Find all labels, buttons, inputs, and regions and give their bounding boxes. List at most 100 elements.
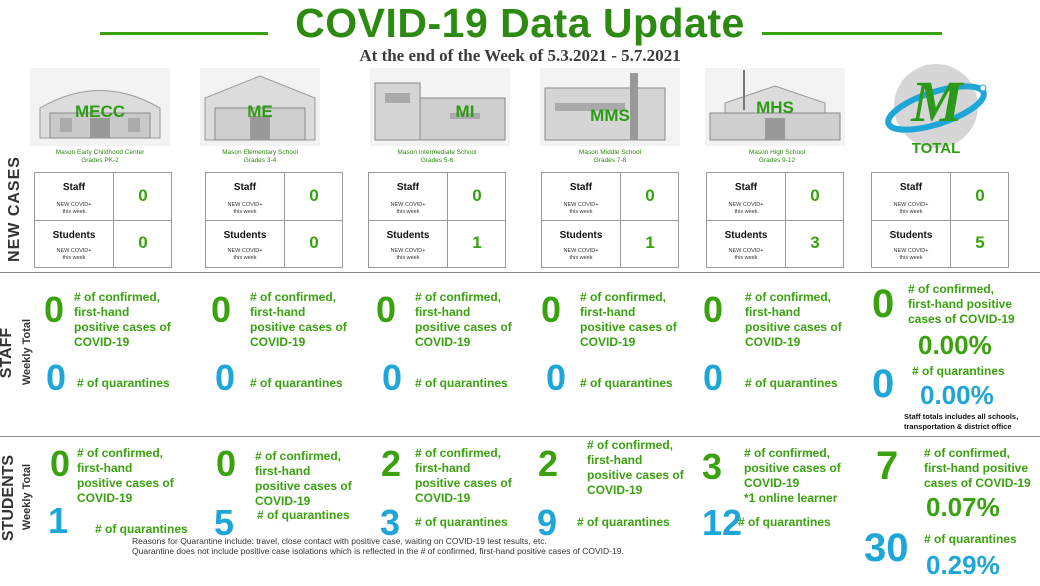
staff-quarantines-mecc: 0 — [46, 357, 67, 398]
student-quarantines-mi: 3 — [380, 502, 401, 543]
page-subtitle: At the end of the Week of 5.3.2021 - 5.7… — [359, 46, 681, 65]
student-quarantines-total: 30 — [864, 526, 909, 570]
staff-confirmed-desc: # of confirmed, first-hand positive cases … — [580, 290, 677, 349]
building-icon — [200, 68, 320, 146]
title-rule-left — [100, 32, 268, 35]
staff-quarantines-desc: # of quarantines — [580, 376, 673, 390]
school-abbr: ME — [247, 102, 273, 121]
school-full-name-me: Mason Elementary School Grades 3-4 — [222, 149, 298, 164]
side-label-students-weekly: Weekly Total — [21, 463, 33, 531]
new-students-value: 3 — [810, 233, 820, 252]
school-abbr: MHS — [756, 98, 794, 117]
students-label: Students — [52, 230, 96, 241]
students-sub: NEW COVID+ this week — [227, 248, 263, 261]
school-full-name-mi: Mason Intermediate School Grades 5-6 — [397, 149, 477, 164]
quarantine-notes: Reasons for Quarantine include: travel, … — [132, 536, 624, 556]
staff-label: Staff — [233, 182, 257, 193]
section-divider — [0, 436, 1040, 437]
section-divider — [0, 272, 1040, 273]
student-confirmed-desc: # of confirmed, first-hand positive cases … — [587, 438, 684, 497]
staff-quarantines-me: 0 — [215, 357, 236, 398]
side-label-new-cases: NEW CASES — [6, 156, 23, 262]
student-confirmed-mi: 2 — [381, 443, 402, 484]
side-label-students: STUDENTS — [0, 454, 17, 542]
staff-confirmed-mi: 0 — [376, 289, 397, 330]
student-quarantines-mhs: 12 — [702, 502, 743, 543]
staff-quarantines-total-desc: # of quarantines — [912, 364, 1005, 378]
student-quarantines-desc: # of quarantines — [577, 515, 670, 529]
staff-quarantines-mms: 0 — [546, 357, 567, 398]
staff-quarantines-mi: 0 — [382, 357, 403, 398]
new-students-value: 0 — [309, 233, 319, 252]
students-label: Students — [223, 230, 267, 241]
staff-confirmed-total: 0 — [872, 282, 895, 326]
student-confirmed-total: 7 — [876, 444, 899, 488]
staff-quarantines-desc: # of quarantines — [250, 376, 343, 390]
title-rule-right — [762, 32, 942, 35]
staff-sub: NEW COVID+ this week — [563, 202, 599, 215]
student-confirmed-mecc: 0 — [50, 443, 71, 484]
page-title: COVID-19 Data Update — [295, 0, 745, 46]
new-cases-box-mhs: Staff NEW COVID+ this week 0 Students NEW… — [706, 172, 844, 268]
student-quarantines-desc: # of quarantines — [95, 522, 188, 536]
school-abbr: MMS — [590, 106, 630, 125]
staff-sub: NEW COVID+ this week — [390, 202, 426, 215]
school-image-mms: MMS — [540, 68, 680, 146]
student-quarantines-desc: # of quarantines — [738, 515, 831, 529]
student-confirmed-mhs: 3 — [702, 446, 723, 487]
student-quarantines-pct: 0.29% — [926, 550, 1000, 580]
student-confirmed-mms: 2 — [538, 443, 559, 484]
staff-quarantines-mhs: 0 — [703, 357, 724, 398]
new-staff-value: 0 — [309, 186, 319, 205]
new-students-value: 0 — [138, 233, 148, 252]
mason-logo-icon — [885, 64, 987, 148]
staff-sub: NEW COVID+ this week — [893, 202, 929, 215]
students-label: Students — [386, 230, 430, 241]
student-quarantines-desc: # of quarantines — [257, 508, 350, 522]
staff-quarantines-desc: # of quarantines — [415, 376, 508, 390]
staff-quarantines-pct: 0.00% — [920, 380, 994, 410]
staff-confirmed-pct: 0.00% — [918, 330, 992, 360]
student-confirmed-total-desc: # of confirmed, first-hand positive cases … — [924, 446, 1031, 490]
staff-quarantines-desc: # of quarantines — [77, 376, 170, 390]
staff-confirmed-desc: # of confirmed, first-hand positive cases … — [250, 290, 347, 349]
side-label-staff-weekly: Weekly Total — [21, 318, 33, 386]
school-abbr: MI — [455, 102, 475, 121]
new-cases-box-mecc: Staff NEW COVID+ this week 0 Students NEW… — [34, 172, 172, 268]
staff-quarantines-desc: # of quarantines — [745, 376, 838, 390]
staff-confirmed-desc: # of confirmed, first-hand positive cases … — [745, 290, 842, 349]
staff-label: Staff — [396, 182, 420, 193]
new-cases-box-mi: Staff NEW COVID+ this week 0 Students NEW… — [368, 172, 506, 268]
building-icon — [370, 68, 510, 146]
students-sub: NEW COVID+ this week — [728, 248, 764, 261]
building-icon — [705, 68, 845, 146]
students-sub: NEW COVID+ this week — [563, 248, 599, 261]
students-label: Students — [559, 230, 603, 241]
student-quarantines-mms: 9 — [537, 502, 558, 543]
new-staff-value: 0 — [810, 186, 820, 205]
side-label-staff: STAFF — [0, 327, 15, 379]
student-confirmed-pct: 0.07% — [926, 492, 1000, 522]
students-label: Students — [889, 230, 933, 241]
staff-confirmed-mms: 0 — [541, 289, 562, 330]
new-staff-value: 0 — [645, 186, 655, 205]
staff-totals-note: Staff totals includes all schools, trans… — [904, 412, 1019, 431]
school-image-mi: MI — [370, 68, 510, 146]
school-full-name-mecc: Mason Early Childhood Center Grades PK-2 — [55, 149, 145, 164]
total-label: TOTAL — [911, 140, 961, 157]
new-students-value: 5 — [975, 233, 985, 252]
staff-label: Staff — [734, 182, 758, 193]
student-confirmed-desc: # of confirmed, first-hand positive cases … — [415, 446, 512, 505]
staff-label: Staff — [899, 182, 923, 193]
staff-sub: NEW COVID+ this week — [56, 202, 92, 215]
staff-confirmed-desc: # of confirmed, first-hand positive cases … — [74, 290, 171, 349]
staff-quarantines-total: 0 — [872, 362, 895, 406]
student-confirmed-desc: # of confirmed, first-hand positive cases … — [77, 446, 174, 505]
student-quarantines-total-desc: # of quarantines — [924, 532, 1017, 546]
school-image-mecc: MECC — [30, 68, 170, 146]
new-staff-value: 0 — [138, 186, 148, 205]
staff-sub: NEW COVID+ this week — [728, 202, 764, 215]
student-confirmed-desc-mhs: # of confirmed, positive cases of COVID-19… — [744, 446, 841, 505]
students-sub: NEW COVID+ this week — [390, 248, 426, 261]
student-confirmed-desc: # of confirmed, first-hand positive cases … — [255, 449, 352, 508]
